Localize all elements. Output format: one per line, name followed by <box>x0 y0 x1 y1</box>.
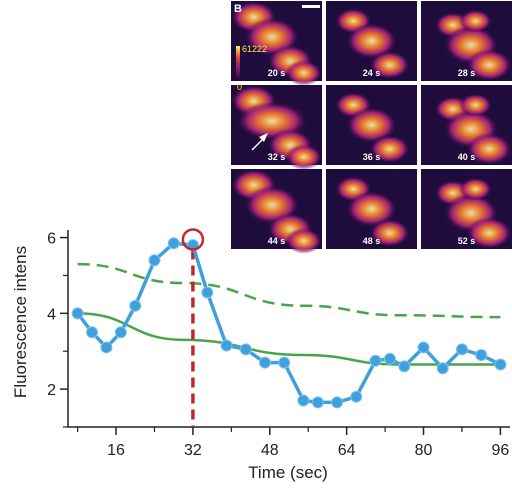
fluorescence-blob <box>285 60 322 86</box>
data-point <box>475 349 488 362</box>
frame-time-label: 44 s <box>268 236 286 246</box>
data-point <box>220 339 233 352</box>
fluorescence-blob <box>466 217 512 249</box>
y-tick-label: 6 <box>47 231 56 248</box>
image-frame: 40 s <box>421 85 512 165</box>
fluorescence-blob <box>466 49 512 81</box>
data-point <box>114 326 127 339</box>
fluorescence-blob <box>369 50 410 80</box>
x-tick-label: 80 <box>415 442 433 459</box>
frame-time-label: 32 s <box>268 152 286 162</box>
plot-area <box>71 228 507 427</box>
frame-time-label: 48 s <box>363 236 381 246</box>
x-tick-label: 64 <box>338 442 356 459</box>
y-tick-label: 2 <box>47 382 56 399</box>
image-frame: 44 s <box>231 169 322 254</box>
data-point <box>350 390 363 403</box>
data-point <box>71 307 84 320</box>
colorbar <box>236 46 240 80</box>
y-tick-label: 4 <box>47 306 56 323</box>
fluorescence-blob <box>369 218 410 248</box>
data-point <box>369 354 382 367</box>
fluorescence-blob <box>459 93 492 117</box>
image-frame: 24 s <box>326 1 417 81</box>
peak-marker-circle <box>181 228 205 251</box>
data-point <box>129 299 142 312</box>
data-point <box>278 356 291 369</box>
fluorescence-blob <box>285 228 322 254</box>
data-point <box>383 352 396 365</box>
frame-time-label: 28 s <box>458 68 476 78</box>
data-point <box>167 237 180 250</box>
arrow-head <box>259 133 268 142</box>
fluorescence-blob <box>346 23 397 59</box>
frame-time-label: 36 s <box>363 152 381 162</box>
image-frame: 20 s <box>231 1 322 86</box>
frame-time-label: 52 s <box>458 236 476 246</box>
colorbar-min-label: 0 <box>237 82 242 92</box>
data-point <box>86 326 99 339</box>
fluorescence-blob <box>459 177 492 201</box>
fluorescence-blob <box>459 9 492 33</box>
data-point <box>258 356 271 369</box>
scale-bar <box>302 5 320 8</box>
axes <box>67 230 510 428</box>
panel-label: B <box>234 3 242 15</box>
data-point <box>201 286 214 299</box>
data-point <box>398 360 411 373</box>
data-point <box>148 254 161 267</box>
data-point <box>311 396 324 409</box>
x-tick-label: 32 <box>184 442 202 459</box>
microscopy-inset: 20 s 24 s 28 s 32 s 36 s 40 s 44 s 48 s 52 s B 6… <box>230 0 512 254</box>
data-point <box>331 396 344 409</box>
data-point <box>455 343 468 356</box>
series-line <box>76 241 502 405</box>
data-point <box>436 362 449 375</box>
image-frame: 36 s <box>326 85 417 165</box>
upper-fit-dashed <box>77 262 501 319</box>
image-frame: 52 s <box>421 169 512 249</box>
data-point <box>239 343 252 356</box>
image-frame: 32 s <box>231 85 322 170</box>
fluorescence-blob <box>466 133 512 165</box>
data-point <box>494 358 507 371</box>
baseline-fit-line <box>77 312 501 366</box>
data-point <box>297 394 310 407</box>
frame-time-label: 20 s <box>268 68 286 78</box>
data-point <box>417 341 430 354</box>
x-tick-label: 48 <box>261 442 279 459</box>
image-frame: 28 s <box>421 1 512 81</box>
fluorescence-blob <box>346 191 397 227</box>
frame-time-label: 40 s <box>458 152 476 162</box>
x-tick-label: 16 <box>107 442 125 459</box>
frame-time-label: 24 s <box>363 68 381 78</box>
y-axis-label: Fluorescence intens <box>11 246 30 398</box>
fluorescence-blob <box>369 134 410 164</box>
x-axis-label: Time (sec) <box>248 463 328 482</box>
fluorescence-blob <box>285 144 322 170</box>
image-frame: 48 s <box>326 169 417 249</box>
colorbar-max-label: 61222 <box>242 44 267 54</box>
data-point <box>100 341 113 354</box>
fluorescence-blob <box>346 107 397 143</box>
x-tick-label: 96 <box>491 442 509 459</box>
